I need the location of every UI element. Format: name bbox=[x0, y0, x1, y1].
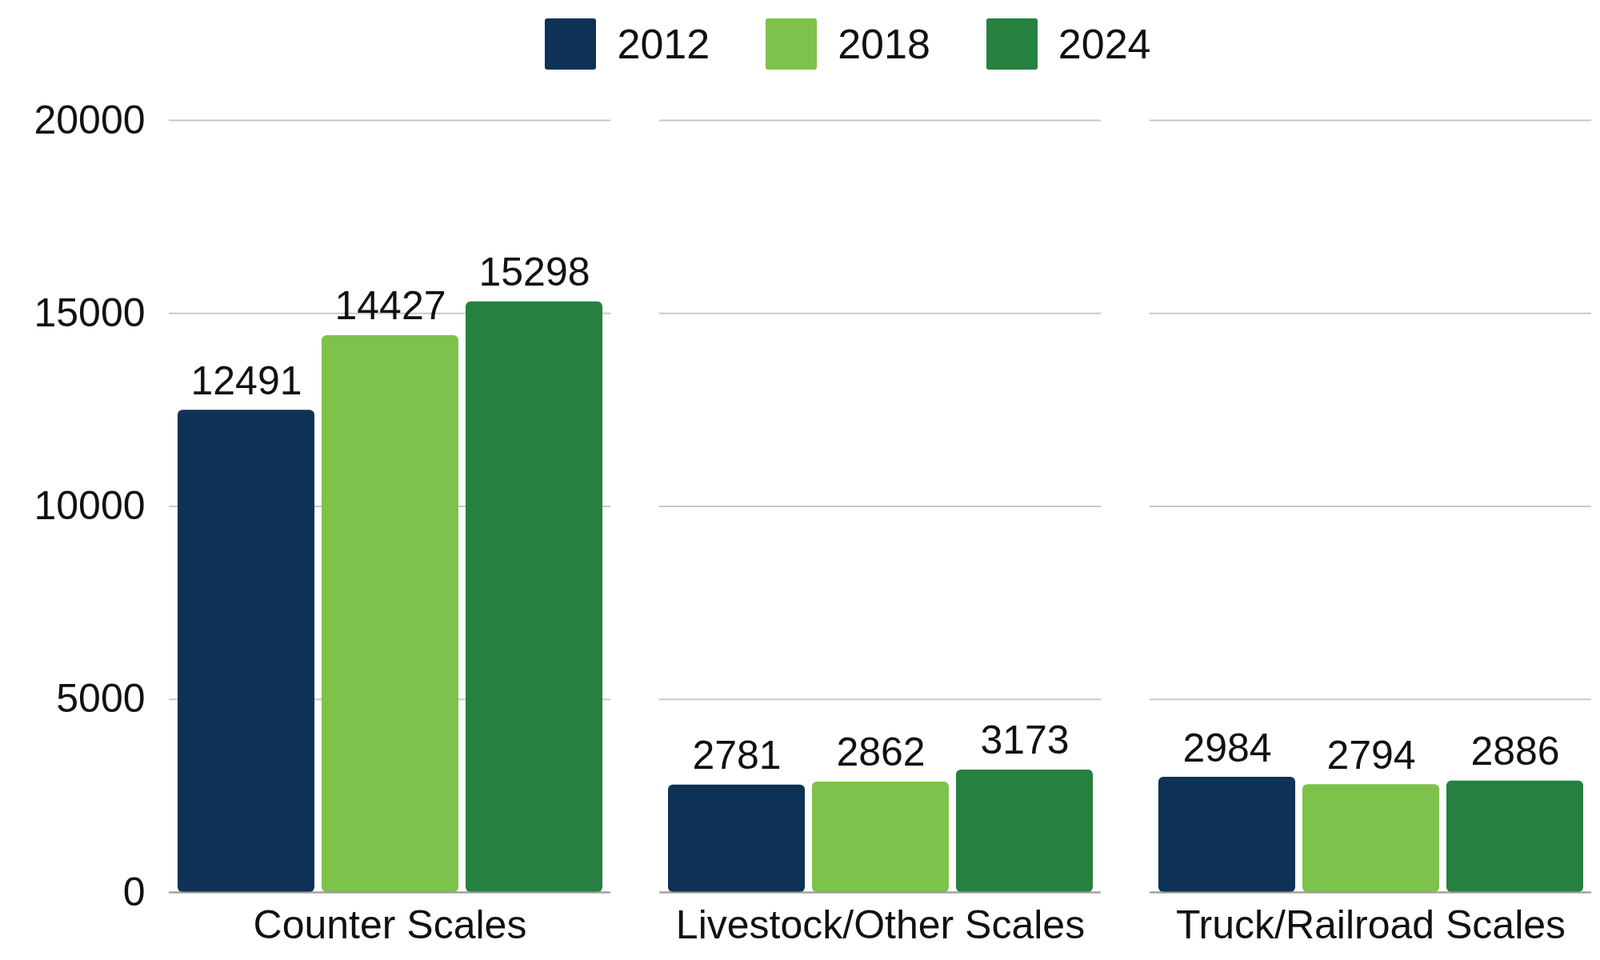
svg-text:12491: 12491 bbox=[190, 358, 302, 404]
svg-text:2794: 2794 bbox=[1326, 732, 1416, 778]
svg-text:3173: 3173 bbox=[980, 717, 1069, 763]
svg-text:10000: 10000 bbox=[33, 483, 145, 528]
svg-text:2862: 2862 bbox=[836, 729, 925, 775]
svg-text:5000: 5000 bbox=[56, 676, 145, 721]
svg-text:2886: 2886 bbox=[1470, 728, 1560, 774]
svg-text:2781: 2781 bbox=[692, 732, 781, 778]
svg-text:15298: 15298 bbox=[478, 249, 590, 295]
svg-text:Counter Scales: Counter Scales bbox=[253, 902, 528, 948]
svg-text:15000: 15000 bbox=[33, 290, 145, 336]
html-text:2018: 2018 bbox=[837, 20, 931, 68]
svg-text:2984: 2984 bbox=[1182, 725, 1272, 771]
svg-text:0: 0 bbox=[123, 869, 146, 915]
html-text:2012: 2012 bbox=[617, 20, 710, 68]
svg-text:Livestock/Other Scales: Livestock/Other Scales bbox=[676, 902, 1085, 948]
svg-text:Truck/Railroad Scales: Truck/Railroad Scales bbox=[1176, 902, 1566, 948]
html-text:2024: 2024 bbox=[1058, 20, 1151, 68]
svg-text:14427: 14427 bbox=[334, 283, 446, 328]
svg-text:20000: 20000 bbox=[33, 97, 145, 143]
